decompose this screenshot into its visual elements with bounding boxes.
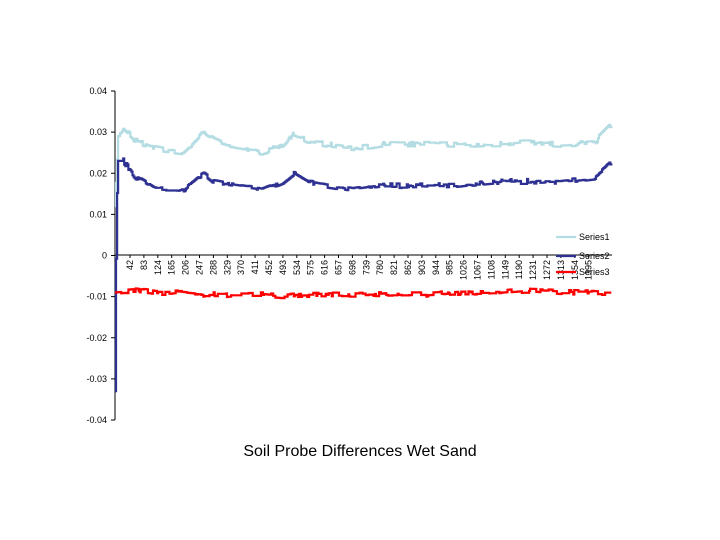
x-tick-label: 698 — [347, 260, 357, 275]
y-tick-label: 0 — [102, 251, 107, 261]
x-tick-label: 821 — [389, 260, 399, 275]
y-tick-label: -0.01 — [86, 292, 107, 302]
x-tick-label: 124 — [153, 260, 163, 275]
x-tick-label: 1190 — [514, 260, 524, 279]
x-tick-label: 657 — [334, 260, 344, 275]
x-tick-label: 1395 — [584, 260, 594, 280]
series-line-series3 — [114, 287, 612, 300]
legend-label-series1: Series1 — [579, 232, 610, 242]
x-tick-label: 1354 — [570, 260, 580, 280]
y-tick-label: -0.03 — [86, 374, 107, 384]
x-axis: 42 83 124 165 206 247 288 329 370 411 452 493 534 575… — [115, 254, 612, 280]
x-tick-label: 1313 — [556, 260, 566, 280]
x-tick-label: 411 — [250, 260, 260, 274]
x-tick-label: 985 — [445, 260, 455, 275]
x-tick-label: 780 — [375, 260, 385, 275]
x-tick-label: 616 — [320, 260, 330, 275]
y-tick-label: 0.04 — [89, 86, 107, 96]
y-tick-label: -0.02 — [86, 333, 107, 343]
x-tick-label: 1272 — [542, 260, 552, 280]
x-tick-label: 534 — [292, 260, 302, 275]
series-layer — [114, 123, 613, 393]
y-tick-label: 0.02 — [89, 168, 107, 178]
x-tick-label: 1026 — [459, 260, 469, 280]
x-tick-label: 944 — [431, 260, 441, 275]
y-tick-label: 0.01 — [89, 209, 107, 219]
x-tick-label: 206 — [181, 260, 191, 275]
x-tick-label: 165 — [167, 260, 177, 275]
y-tick-label: 0.03 — [89, 127, 107, 137]
x-tick-label: 739 — [361, 260, 371, 275]
series-line-series1 — [114, 123, 613, 208]
x-tick-label: 862 — [403, 260, 413, 275]
x-tick-label: 1067 — [473, 260, 483, 280]
x-tick-label: 1108 — [486, 260, 496, 279]
chart-title: Soil Probe Differences Wet Sand — [243, 443, 477, 460]
x-tick-label: 247 — [195, 260, 205, 275]
x-tick-label: 370 — [236, 260, 246, 275]
x-tick-label: 288 — [208, 260, 218, 275]
x-tick-label: 575 — [306, 260, 316, 275]
series-line-series2 — [114, 157, 613, 393]
x-tick-label: 83 — [139, 260, 149, 270]
y-axis: 0.04 0.03 0.02 0.01 0 -0.01 -0.02 -0.03 -0.04 — [86, 86, 116, 425]
x-tick-label: 452 — [264, 260, 274, 275]
legend: Series1 Series2 Series3 — [556, 232, 610, 277]
x-tick-label: 1231 — [528, 260, 538, 280]
x-tick-label: 493 — [278, 260, 288, 275]
legend-label-series2: Series2 — [579, 251, 610, 261]
y-tick-label: -0.04 — [86, 415, 107, 425]
x-tick-label: 42 — [125, 260, 135, 270]
x-tick-label: 903 — [417, 260, 427, 275]
x-tick-label: 1149 — [500, 260, 510, 279]
legend-label-series3: Series3 — [579, 267, 610, 277]
x-tick-label: 329 — [222, 260, 232, 275]
